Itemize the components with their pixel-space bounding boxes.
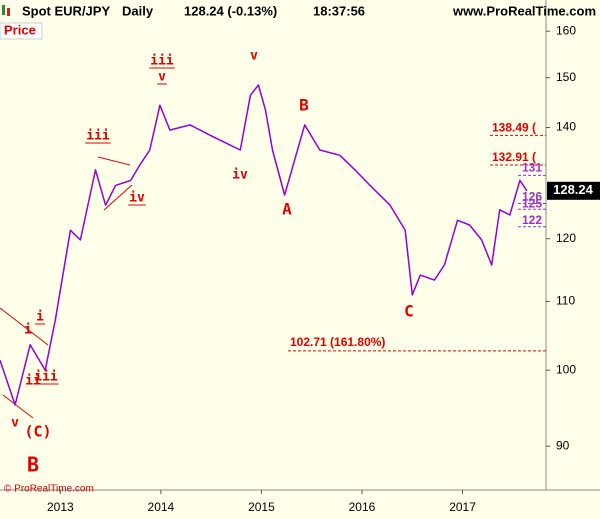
level-label: 131	[522, 161, 542, 175]
level-label: 122	[522, 213, 542, 227]
wave-label: A	[282, 200, 292, 219]
y-tick-label: 160	[556, 23, 576, 37]
trendlines	[0, 156, 133, 419]
logo	[2, 5, 10, 16]
wave-label: iii	[86, 129, 110, 144]
y-tick-label: 140	[556, 120, 576, 134]
wave-label: B	[299, 96, 309, 115]
wave-label: v	[158, 70, 166, 85]
last-price-box	[547, 181, 600, 200]
wave-label: iii	[150, 54, 174, 69]
time: 18:37:56	[313, 3, 365, 18]
wave-label: ii	[25, 374, 41, 389]
wave-label: i	[24, 323, 32, 338]
y-tick-label: 110	[556, 294, 575, 308]
y-tick-label: 120	[556, 231, 576, 245]
price-line	[0, 84, 528, 406]
source: www.ProRealTime.com	[452, 3, 596, 18]
level-label: 125	[522, 196, 542, 210]
wave-label: v	[11, 416, 19, 431]
x-tick-label: 2013	[47, 500, 74, 514]
wave-label: C	[404, 302, 414, 321]
x-tick-label: 2016	[349, 500, 376, 514]
wave-label: B	[27, 453, 39, 477]
y-tick-label: 90	[556, 438, 570, 452]
x-tick-label: 2014	[148, 500, 175, 514]
x-tick-label: 2017	[449, 500, 476, 514]
last-price-label: 128.24	[553, 182, 594, 197]
level-label: 132.91 (	[492, 150, 536, 164]
wave-label: iv	[129, 191, 145, 206]
period: Daily	[122, 3, 154, 18]
y-tick-label: 100	[556, 362, 576, 376]
level-label: 126	[522, 190, 542, 204]
wave-label: iii	[34, 370, 58, 385]
wave-label: (C)	[24, 423, 51, 441]
panel-label-box	[0, 22, 43, 40]
y-tick-label: 150	[556, 70, 576, 84]
panel-label: Price	[4, 22, 36, 37]
copyright: © ProRealTime.com	[4, 484, 94, 495]
wave-label: i	[36, 310, 44, 325]
wave-label: iv	[232, 168, 248, 183]
symbol: Spot EUR/JPY	[22, 3, 110, 18]
level-label: 138.49 (	[492, 121, 536, 135]
wave-label: v	[250, 49, 258, 64]
level-label: 102.71 (161.80%)	[290, 335, 385, 349]
x-tick-label: 2015	[248, 500, 275, 514]
quote: 128.24 (-0.13%)	[184, 3, 277, 18]
